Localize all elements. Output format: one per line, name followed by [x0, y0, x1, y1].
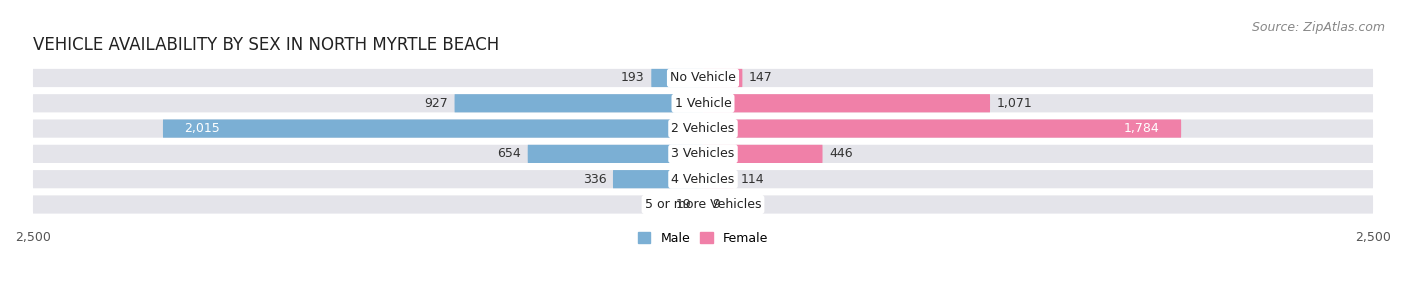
FancyBboxPatch shape: [527, 145, 703, 163]
Text: 193: 193: [621, 72, 644, 84]
Text: 1,071: 1,071: [997, 97, 1032, 110]
Text: 147: 147: [749, 72, 773, 84]
Text: 446: 446: [830, 147, 853, 160]
FancyBboxPatch shape: [32, 69, 1374, 87]
FancyBboxPatch shape: [703, 170, 734, 188]
Text: 4 Vehicles: 4 Vehicles: [672, 173, 734, 186]
FancyBboxPatch shape: [703, 119, 1181, 138]
FancyBboxPatch shape: [32, 170, 1374, 188]
Text: 2,015: 2,015: [184, 122, 221, 135]
Text: 19: 19: [675, 198, 692, 211]
Text: No Vehicle: No Vehicle: [671, 72, 735, 84]
FancyBboxPatch shape: [703, 195, 706, 214]
Text: 3 Vehicles: 3 Vehicles: [672, 147, 734, 160]
Legend: Male, Female: Male, Female: [633, 227, 773, 250]
Text: 9: 9: [711, 198, 720, 211]
Text: 114: 114: [740, 173, 763, 186]
FancyBboxPatch shape: [454, 94, 703, 112]
FancyBboxPatch shape: [703, 94, 990, 112]
FancyBboxPatch shape: [32, 94, 1374, 112]
FancyBboxPatch shape: [163, 119, 703, 138]
FancyBboxPatch shape: [32, 195, 1374, 214]
Text: 336: 336: [582, 173, 606, 186]
Text: 927: 927: [425, 97, 449, 110]
FancyBboxPatch shape: [703, 69, 742, 87]
Text: 1 Vehicle: 1 Vehicle: [675, 97, 731, 110]
Text: 1,784: 1,784: [1123, 122, 1160, 135]
Text: 2 Vehicles: 2 Vehicles: [672, 122, 734, 135]
Text: Source: ZipAtlas.com: Source: ZipAtlas.com: [1251, 21, 1385, 34]
FancyBboxPatch shape: [703, 145, 823, 163]
Text: VEHICLE AVAILABILITY BY SEX IN NORTH MYRTLE BEACH: VEHICLE AVAILABILITY BY SEX IN NORTH MYR…: [32, 36, 499, 54]
FancyBboxPatch shape: [651, 69, 703, 87]
FancyBboxPatch shape: [697, 195, 703, 214]
Text: 654: 654: [498, 147, 522, 160]
Text: 5 or more Vehicles: 5 or more Vehicles: [645, 198, 761, 211]
FancyBboxPatch shape: [613, 170, 703, 188]
FancyBboxPatch shape: [32, 119, 1374, 138]
FancyBboxPatch shape: [32, 145, 1374, 163]
